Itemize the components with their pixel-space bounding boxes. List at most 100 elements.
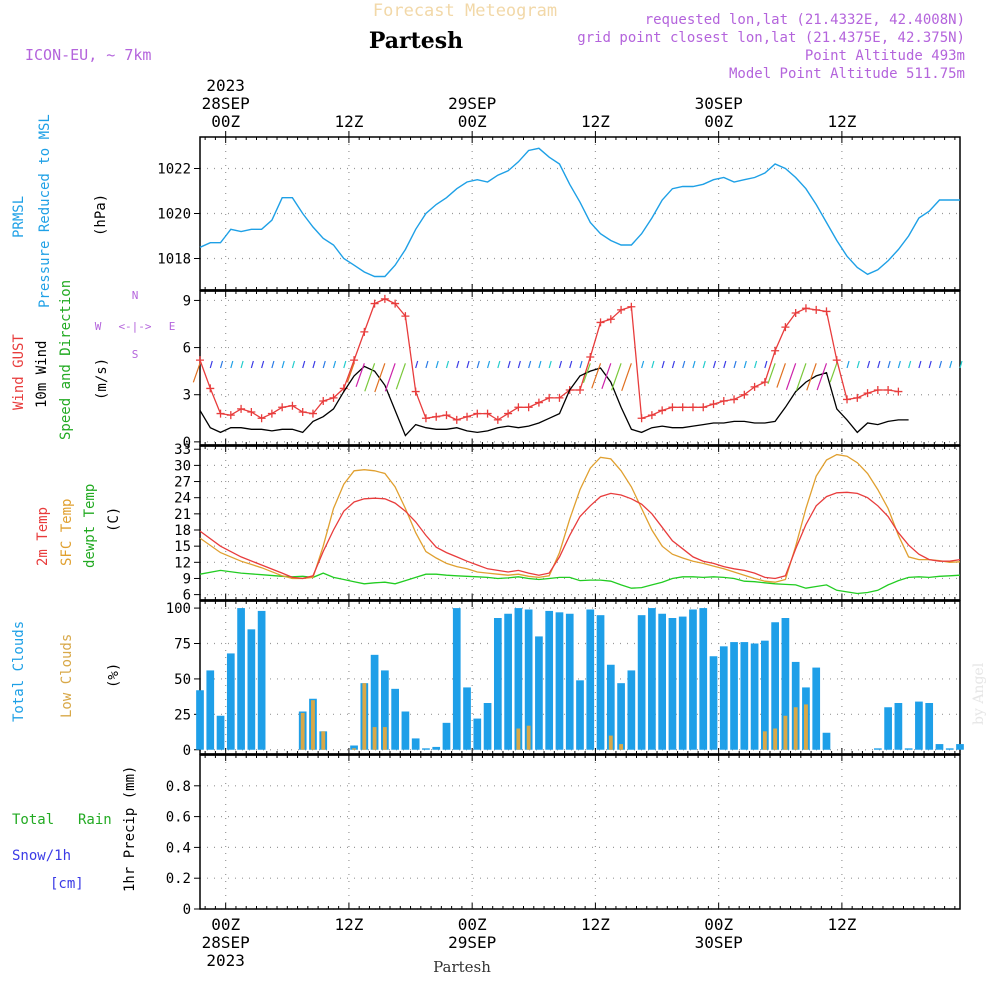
- total-cloud-bar: [791, 661, 800, 750]
- total-cloud-bar: [524, 609, 533, 750]
- bottom-time-label: 30SEP: [695, 933, 743, 952]
- wind-10m-line: [199, 365, 909, 437]
- gust-marker: [226, 411, 235, 420]
- wind-direction-arrow: [651, 360, 655, 369]
- low-cloud-bar: [300, 712, 305, 750]
- wind-direction-arrow: [435, 360, 439, 369]
- gust-marker: [463, 412, 472, 421]
- wind-direction-arrow: [767, 363, 776, 384]
- wind-direction-arrow: [322, 360, 326, 369]
- gust-marker: [298, 408, 307, 416]
- compass-n: N: [132, 289, 139, 302]
- wind-direction-arrow: [364, 363, 376, 392]
- wind-direction-arrow: [582, 363, 591, 383]
- wind-direction-arrow: [856, 360, 860, 369]
- wind-direction-arrow: [219, 360, 224, 369]
- total-cloud-bar: [596, 615, 605, 750]
- y-tick-label: 0: [183, 902, 191, 918]
- total-clouds-label: Total Clouds: [11, 621, 27, 722]
- wind-direction-arrow: [776, 363, 786, 388]
- precip-snow-label: Snow/1h: [12, 848, 71, 864]
- wind-direction-arrow: [743, 360, 747, 369]
- wind-direction-arrow: [355, 363, 365, 387]
- total-cloud-bar: [422, 748, 430, 750]
- bottom-time-label: 12Z: [581, 915, 610, 934]
- total-cloud-bar: [514, 608, 523, 750]
- wind-direction-arrow: [877, 360, 881, 369]
- y-tick-label: 3: [183, 388, 191, 404]
- y-tick-label: 9: [183, 571, 191, 587]
- wind-direction-arrow: [938, 360, 943, 369]
- total-cloud-bar: [740, 642, 749, 750]
- gust-marker: [257, 414, 266, 423]
- wind-direction-arrow: [445, 360, 450, 369]
- total-cloud-bar: [257, 610, 266, 750]
- total-cloud-bar: [822, 732, 831, 750]
- gust-marker: [411, 387, 420, 396]
- wind-direction-arrow: [918, 360, 922, 369]
- gust-marker: [504, 409, 513, 418]
- bottom-time-label: 12Z: [827, 915, 856, 934]
- gust-marker: [196, 356, 204, 365]
- watermark: by Angel: [971, 662, 987, 725]
- temp-unit-label: (C): [106, 507, 122, 532]
- wind-direction-arrow: [250, 360, 254, 369]
- low-cloud-bar: [608, 735, 613, 750]
- point-altitude: Point Altitude 493m: [805, 48, 965, 64]
- gust-marker: [606, 315, 615, 324]
- wind-direction-arrow: [281, 360, 285, 369]
- bottom-time-label: 12Z: [334, 915, 363, 934]
- compass-arrow: <-|->: [118, 320, 151, 333]
- low-cloud-bar: [311, 700, 315, 750]
- bottom-time-label: 00Z: [704, 915, 733, 934]
- gust-marker: [750, 382, 759, 391]
- gust-marker: [801, 304, 810, 313]
- total-cloud-bar: [750, 643, 759, 750]
- wind-direction-arrow: [671, 360, 676, 369]
- precip-labels: Total Rain Snow/1h [cm] 1hr Precip (mm): [12, 766, 138, 892]
- wind-direction-arrow: [712, 360, 717, 369]
- wind-direction-arrow: [558, 360, 563, 369]
- total-cloud-bar: [565, 613, 574, 750]
- total-cloud-bar: [606, 664, 615, 750]
- total-cloud-bar: [925, 703, 934, 750]
- wind-unit-label: (m/s): [94, 358, 110, 400]
- wind-direction-arrow: [959, 360, 963, 369]
- total-cloud-bar: [576, 680, 584, 750]
- precip-unit-label: 1hr Precip (mm): [122, 766, 138, 892]
- wind-direction-arrow: [415, 360, 419, 369]
- gust-marker: [884, 386, 893, 394]
- total-cloud-bar: [586, 609, 595, 750]
- wind-direction-arrow: [332, 360, 337, 369]
- low-cloud-bar: [793, 707, 798, 750]
- y-tick-label: 21: [174, 507, 191, 523]
- prmsl-label: PRMSL: [11, 196, 27, 238]
- grid-point-coords: grid point closest lon,lat (21.4375E, 42…: [577, 30, 965, 46]
- gust-marker: [524, 403, 533, 412]
- panel-frame: [199, 754, 961, 910]
- footer-location: Partesh: [433, 958, 491, 976]
- gust-marker: [863, 389, 872, 398]
- wind-direction-arrow: [908, 360, 912, 369]
- wind-direction-arrow: [192, 363, 201, 383]
- wind-direction-arrow: [240, 360, 244, 369]
- chart-subtitle-faded: Forecast Meteogram: [373, 1, 557, 21]
- gust-marker: [401, 312, 410, 321]
- gust-marker: [647, 411, 656, 420]
- t2m-line: [199, 491, 961, 580]
- total-cloud-bar: [247, 629, 256, 750]
- gust-marker: [853, 393, 862, 402]
- top-time-label: 12Z: [827, 112, 856, 131]
- requested-coords: requested lon,lat (21.4332E, 42.4008N): [645, 12, 965, 28]
- wind-direction-arrow: [507, 360, 511, 369]
- top-time-label: 2023: [206, 76, 245, 95]
- wind-direction-arrow: [754, 360, 758, 369]
- wind-direction-arrow: [497, 360, 501, 369]
- wind-direction-arrow: [764, 360, 768, 369]
- total-cloud-bar: [884, 707, 892, 750]
- total-cloud-bar: [812, 667, 821, 750]
- y-tick-label: 6: [183, 341, 191, 357]
- low-cloud-bar: [804, 704, 808, 750]
- wind-direction-arrow: [291, 360, 296, 369]
